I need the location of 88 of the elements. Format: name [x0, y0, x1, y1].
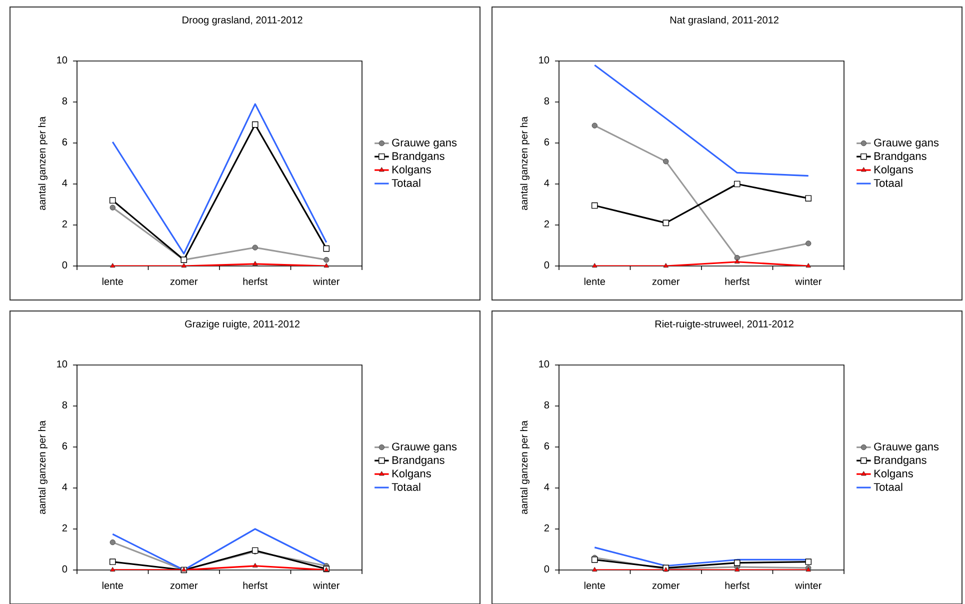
- x-tick-label: zomer: [170, 584, 198, 590]
- y-tick-label: 10: [539, 56, 550, 64]
- x-tick-label: zomer: [652, 584, 680, 590]
- y-axis-title: aantal ganzen per ha: [520, 420, 530, 514]
- legend-label: Totaal: [392, 482, 420, 491]
- point: [109, 197, 116, 204]
- y-tick-label: 6: [62, 442, 68, 450]
- point: [181, 262, 187, 268]
- point: [110, 262, 116, 268]
- legend-label: Brandgans: [392, 152, 444, 162]
- chart-title: Grazige ruigte, 2011-2012: [185, 320, 300, 330]
- point: [591, 202, 598, 209]
- y-tick-label: 8: [544, 401, 550, 408]
- x-tick-label: winter: [313, 582, 340, 590]
- legend-label: Brandgans: [874, 456, 926, 466]
- legend-label: Kolgans: [874, 469, 913, 480]
- point: [324, 256, 330, 263]
- x-tick-label: lente: [584, 582, 606, 590]
- y-tick-label: 4: [544, 484, 550, 490]
- legend-label: Kolgans: [392, 165, 431, 176]
- y-tick-label: 6: [62, 138, 68, 146]
- legend-label: Brandgans: [392, 456, 444, 466]
- chart-title: Riet-ruigte-struweel, 2011-2012: [655, 320, 794, 330]
- y-tick-label: 0: [544, 565, 550, 572]
- point: [323, 245, 330, 252]
- legend-label: Totaal: [392, 178, 420, 187]
- y-tick-label: 0: [62, 261, 68, 268]
- x-tick-label: lente: [102, 582, 124, 590]
- legend-label: Grauwe gans: [392, 138, 457, 149]
- point: [662, 220, 670, 226]
- y-tick-label: 10: [57, 360, 68, 368]
- point: [252, 121, 258, 128]
- x-tick-label: herfst: [725, 582, 750, 590]
- y-tick-label: 4: [62, 484, 68, 490]
- y-axis-title: aantal ganzen per ha: [520, 116, 530, 210]
- y-tick-label: 2: [62, 524, 67, 532]
- legend-label: Totaal: [874, 178, 902, 187]
- y-tick-label: 10: [539, 360, 550, 368]
- legend-label: Totaal: [874, 482, 902, 491]
- x-tick-label: herfst: [243, 278, 268, 286]
- point: [592, 262, 598, 268]
- point: [806, 262, 811, 268]
- chart-title: Nat grasland, 2011-2012: [670, 16, 778, 26]
- x-tick-label: zomer: [170, 280, 198, 286]
- y-tick-label: 6: [544, 442, 550, 450]
- point: [252, 244, 258, 250]
- y-tick-label: 0: [62, 565, 68, 572]
- y-tick-label: 2: [62, 220, 67, 228]
- y-tick-label: 8: [544, 97, 550, 104]
- point: [734, 180, 740, 188]
- legend-label: Kolgans: [874, 165, 913, 176]
- point: [110, 204, 116, 210]
- y-tick-label: 2: [544, 524, 549, 532]
- y-tick-label: 6: [544, 138, 550, 146]
- x-tick-label: herfst: [243, 582, 268, 590]
- point: [663, 158, 669, 164]
- x-tick-label: winter: [795, 582, 822, 590]
- line-series: [594, 64, 810, 177]
- legend-label: Grauwe gans: [874, 138, 939, 149]
- point: [592, 122, 598, 128]
- point: [805, 195, 812, 202]
- x-tick-label: lente: [584, 278, 606, 286]
- point: [663, 262, 669, 268]
- point: [734, 254, 740, 261]
- y-tick-label: 10: [57, 56, 68, 64]
- point: [252, 260, 258, 266]
- y-tick-label: 2: [544, 220, 549, 228]
- y-axis-title: aantal ganzen per ha: [38, 420, 48, 514]
- line-series: [112, 103, 328, 254]
- chart-title: Droog grasland, 2011-2012: [182, 16, 302, 26]
- legend-label: Grauwe gans: [874, 442, 939, 453]
- y-tick-label: 4: [544, 180, 550, 186]
- y-tick-label: 4: [62, 180, 68, 186]
- legend-label: Kolgans: [392, 469, 431, 480]
- x-tick-label: zomer: [652, 280, 680, 286]
- x-tick-label: winter: [313, 278, 340, 286]
- x-tick-label: winter: [795, 278, 822, 286]
- point: [734, 258, 740, 264]
- y-axis-title: aantal ganzen per ha: [38, 116, 48, 210]
- point: [806, 240, 812, 246]
- y-tick-label: 8: [62, 97, 68, 104]
- legend-label: Grauwe gans: [392, 442, 457, 453]
- legend-label: Brandgans: [874, 152, 926, 162]
- x-tick-label: herfst: [725, 278, 750, 286]
- y-tick-label: 0: [544, 261, 550, 268]
- y-tick-label: 8: [62, 401, 68, 408]
- point: [324, 262, 330, 268]
- x-tick-label: lente: [102, 278, 124, 286]
